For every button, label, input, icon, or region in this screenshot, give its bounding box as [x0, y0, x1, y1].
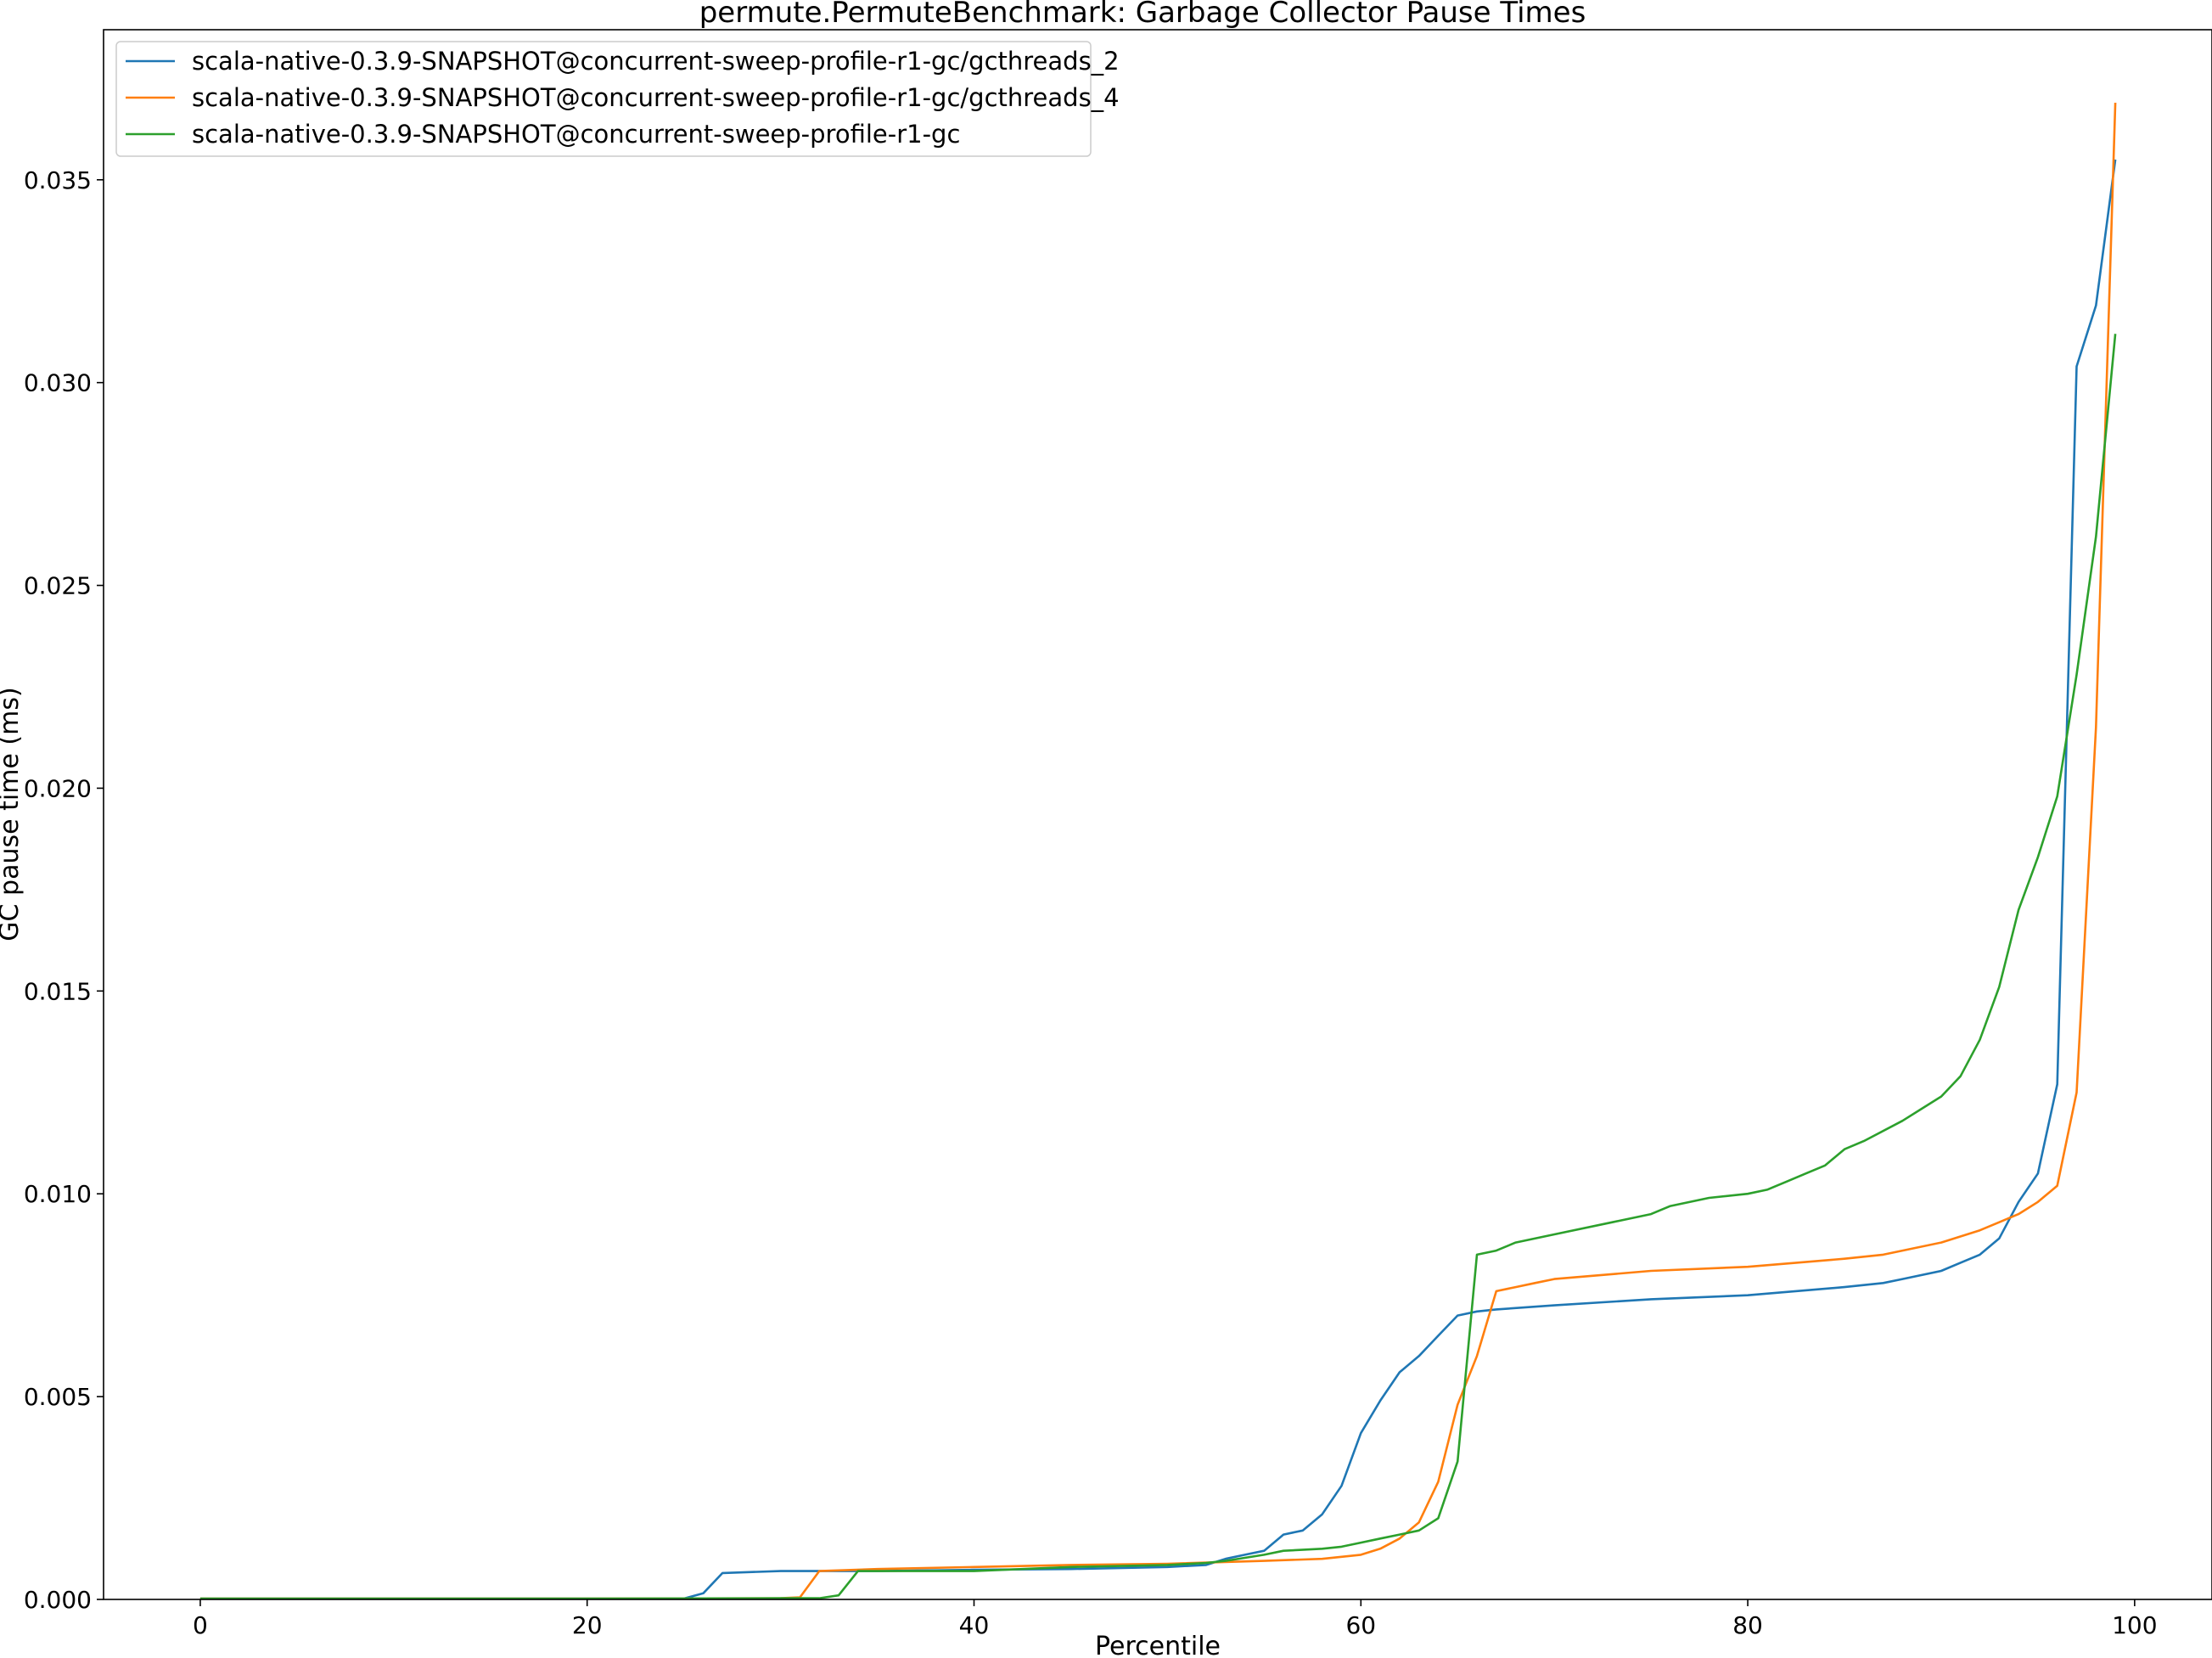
y-tick-label: 0.020	[24, 774, 92, 802]
y-axis-label: GC pause time (ms)	[0, 687, 25, 941]
y-tick-label: 0.015	[24, 977, 92, 1005]
plot-frame	[103, 29, 2212, 1600]
x-axis-label: Percentile	[1095, 1632, 1221, 1658]
legend-label-2: scala-native-0.3.9-SNAPSHOT@concurrent-s…	[192, 83, 1120, 112]
y-tick-label: 0.035	[24, 166, 92, 194]
x-tick-label: 20	[572, 1611, 603, 1639]
legend: scala-native-0.3.9-SNAPSHOT@concurrent-s…	[115, 41, 1120, 157]
y-axis-ticks: 0.000 0.005 0.010 0.015 0.020 0.025 0.030 0.035	[24, 166, 104, 1614]
y-tick-label: 0.010	[24, 1180, 92, 1208]
legend-label-3: scala-native-0.3.9-SNAPSHOT@concurrent-s…	[192, 120, 960, 149]
series-line-3	[199, 334, 2117, 1600]
x-tick-label: 80	[1732, 1611, 1763, 1639]
chart-title: permute.PermuteBenchmark: Garbage Collec…	[699, 0, 1586, 30]
series-line-1	[199, 159, 2117, 1600]
y-tick-label: 0.030	[24, 369, 92, 397]
legend-label-1: scala-native-0.3.9-SNAPSHOT@concurrent-s…	[192, 47, 1120, 76]
x-tick-label: 60	[1345, 1611, 1376, 1639]
x-axis-ticks: 0 20 40 60 80 100	[193, 1599, 2158, 1639]
series-line-2	[199, 102, 2117, 1600]
x-tick-label: 40	[959, 1611, 990, 1639]
y-tick-label: 0.025	[24, 572, 92, 600]
x-tick-label: 100	[2112, 1611, 2157, 1639]
y-tick-label: 0.000	[24, 1586, 92, 1614]
plot-series	[199, 102, 2117, 1600]
y-tick-label: 0.005	[24, 1383, 92, 1411]
x-tick-label: 0	[193, 1611, 208, 1639]
legend-box	[115, 41, 1092, 157]
